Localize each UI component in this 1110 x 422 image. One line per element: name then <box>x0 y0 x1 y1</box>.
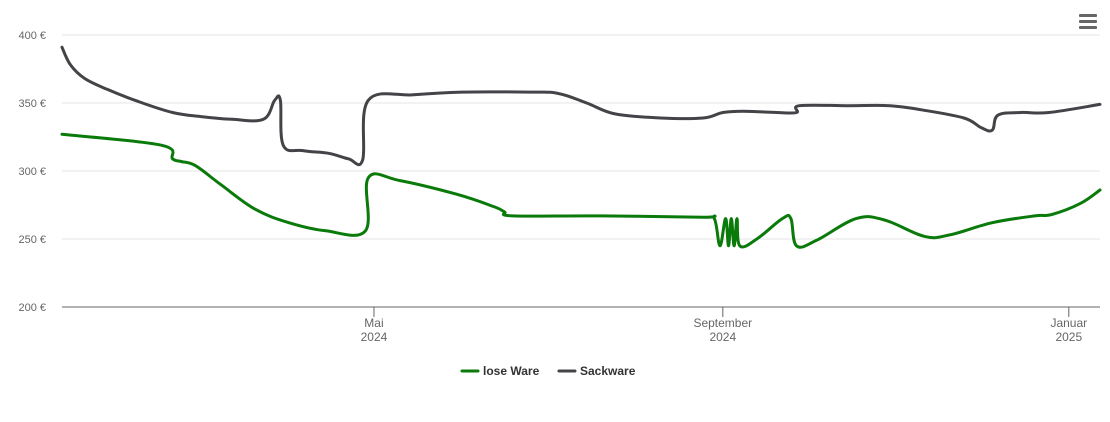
legend-item-sackware[interactable]: Sackware <box>557 364 636 378</box>
x-tick-label: September 2024 <box>693 316 752 344</box>
legend-label: lose Ware <box>483 364 540 378</box>
x-tick-label: Januar 2025 <box>1050 316 1087 344</box>
x-tick-label: Mai 2024 <box>361 316 388 344</box>
chart-menu-icon[interactable] <box>1076 12 1100 32</box>
series-lines <box>60 45 1102 249</box>
legend: lose Ware Sackware <box>460 364 636 378</box>
grid-lines <box>62 34 1100 240</box>
y-tick-label: 250 € <box>18 234 46 246</box>
y-tick-label: 350 € <box>18 98 46 110</box>
y-tick-label: 300 € <box>18 166 46 178</box>
legend-item-lose-ware[interactable]: lose Ware <box>460 364 540 378</box>
series-line-lose-ware <box>60 132 1102 249</box>
series-line-sackware <box>60 45 1102 167</box>
y-axis: 200 € 250 € 300 € 350 € 400 € <box>18 30 46 314</box>
y-tick-label: 200 € <box>18 302 46 314</box>
y-tick-label: 400 € <box>18 30 46 42</box>
x-axis: Mai 2024 September 2024 Januar 2025 <box>62 306 1100 344</box>
legend-label: Sackware <box>580 364 636 378</box>
